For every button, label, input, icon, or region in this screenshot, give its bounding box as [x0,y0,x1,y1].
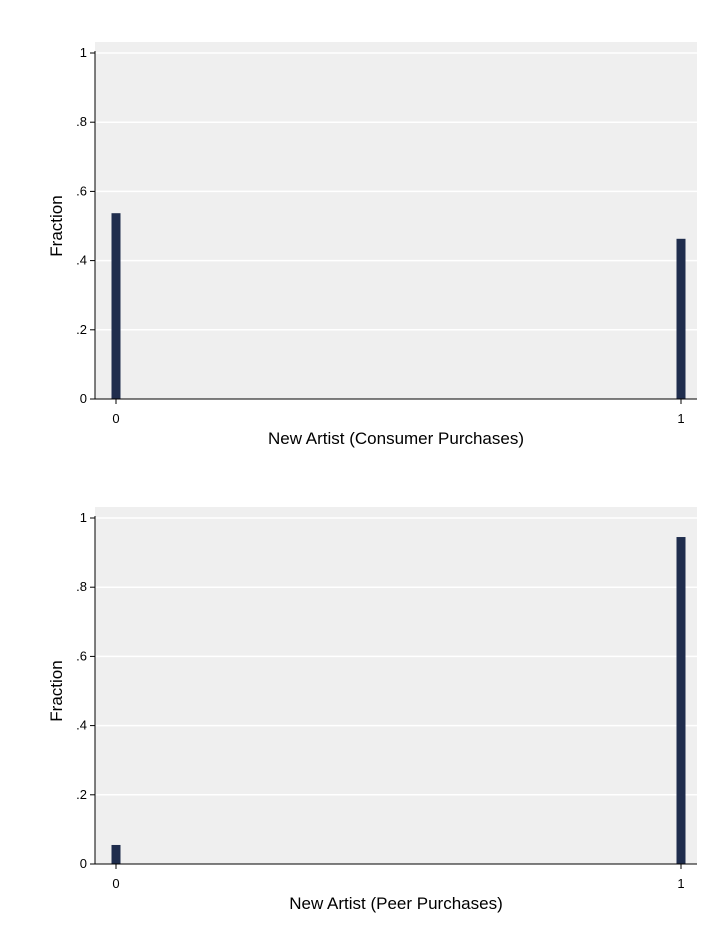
x-tick-label: 0 [112,876,119,891]
y-tick-label: 0 [80,391,87,406]
bar-0 [111,844,121,864]
bar-1 [676,537,686,864]
y-tick-label: .2 [76,787,87,802]
x-axis-title: New Artist (Consumer Purchases) [268,429,524,448]
y-tick-label: .6 [76,648,87,663]
x-axis-title: New Artist (Peer Purchases) [289,894,503,913]
plot-area [95,42,697,399]
bar-1 [676,238,686,399]
y-tick-label: .6 [76,183,87,198]
y-tick-label: .4 [76,253,87,268]
y-tick-label: 1 [80,510,87,525]
bar-0 [111,213,121,399]
x-tick-label: 1 [677,411,684,426]
plot-area [95,507,697,864]
y-tick-label: .8 [76,579,87,594]
y-axis-title: Fraction [47,660,66,721]
histogram-consumer-purchases: 0 .2 .4 .6 .8 1 0 1 New Artist (Consumer Purchas… [47,42,697,448]
y-tick-label: .2 [76,322,87,337]
y-tick-label: 1 [80,45,87,60]
histogram-peer-purchases: 0 .2 .4 .6 .8 1 0 1 New Artist (Peer Purchases) F… [47,507,697,913]
y-tick-label: .4 [76,718,87,733]
x-tick-label: 1 [677,876,684,891]
y-axis-title: Fraction [47,195,66,256]
y-tick-label: 0 [80,856,87,871]
y-tick-label: .8 [76,114,87,129]
x-tick-label: 0 [112,411,119,426]
